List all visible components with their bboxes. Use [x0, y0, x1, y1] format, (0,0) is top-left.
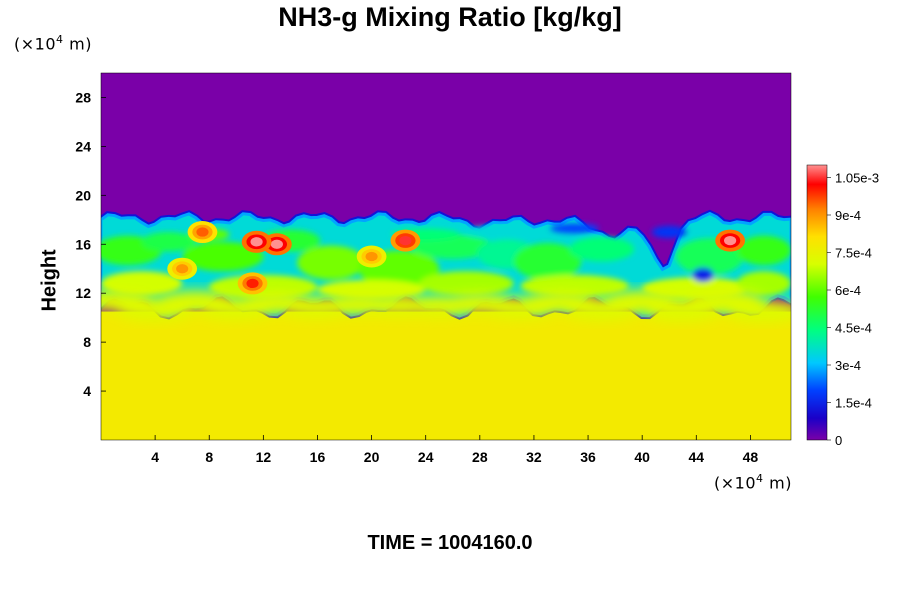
x-tick-label: 48: [743, 449, 759, 465]
field-peak-patch: [167, 257, 198, 280]
x-tick-label: 16: [310, 449, 326, 465]
x-tick-label: 4: [151, 449, 159, 465]
colorbar-tick-label: 6e-4: [835, 283, 861, 298]
y-axis-unit: (×104 m): [14, 33, 92, 54]
x-tick-label: 44: [689, 449, 705, 465]
x-tick-label: 32: [526, 449, 542, 465]
y-tick-label: 8: [83, 334, 91, 350]
y-tick-label: 12: [75, 285, 91, 301]
x-axis-unit: (×104 m): [714, 472, 792, 493]
field-peak-patch: [237, 272, 268, 295]
field-peak-patch: [187, 221, 218, 244]
y-tick-label: 20: [75, 187, 91, 203]
field-transition: [101, 288, 791, 323]
field-peak-patch: [390, 229, 421, 252]
colorbar-tick-label: 1.05e-3: [835, 171, 879, 186]
plot-frame: [100, 72, 792, 441]
y-tick-label: 4: [83, 383, 91, 399]
field-filaments: [101, 223, 791, 300]
field-peak-patch: [262, 233, 292, 256]
x-tick-label: 20: [364, 449, 380, 465]
field-peak-patch: [241, 230, 272, 253]
colorbar-tick-label: 9e-4: [835, 208, 861, 223]
x-tick-label: 28: [472, 449, 488, 465]
time-readout: TIME = 1004160.0: [367, 532, 533, 554]
colorbar-tick-label: 3e-4: [835, 358, 861, 373]
y-tick-label: 28: [75, 89, 91, 105]
chart-title: NH3-g Mixing Ratio [kg/kg]: [278, 2, 622, 32]
field-peak-patch: [715, 229, 746, 252]
y-tick-label: 16: [75, 236, 91, 252]
x-tick-label: 8: [205, 449, 213, 465]
x-tick-label: 12: [256, 449, 272, 465]
x-tick-label: 24: [418, 449, 434, 465]
y-tick-label: 24: [75, 138, 91, 154]
colorbar: [806, 164, 828, 441]
colorbar-tick-label: 4.5e-4: [835, 321, 872, 336]
colorbar-tick-label: 0: [835, 433, 842, 448]
colorbar-tick-label: 7.5e-4: [835, 246, 872, 261]
field-lower-layer: [101, 311, 791, 440]
x-tick-label: 36: [580, 449, 596, 465]
x-tick-label: 40: [634, 449, 650, 465]
field-peak-patch: [356, 245, 387, 268]
colorbar-tick-label: 1.5e-4: [835, 396, 872, 411]
